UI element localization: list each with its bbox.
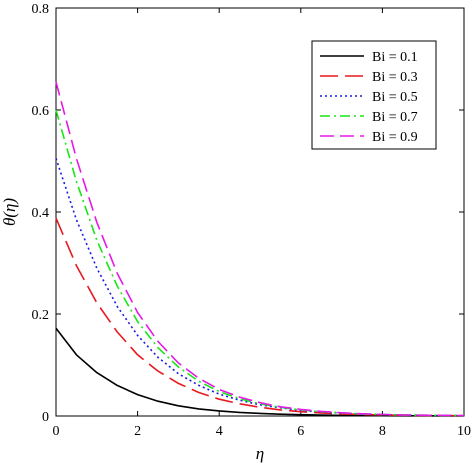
legend-label: Bi = 0.5 [372,90,418,105]
x-tick-label: 4 [216,424,223,439]
x-tick-label: 2 [134,424,141,439]
y-tick-label: 0.6 [32,104,50,119]
y-tick-label: 0 [42,410,49,425]
legend-label: Bi = 0.1 [372,50,418,65]
x-axis-label: η [256,444,264,463]
axis-ticks: 0 2 4 6 8 10 0 0.2 0.4 0.6 0.8 [32,2,472,439]
legend-label: Bi = 0.3 [372,70,418,85]
legend-box [311,40,437,150]
series-line-4 [55,81,465,417]
x-tick-label: 10 [457,424,471,439]
series-layer [55,81,465,417]
y-tick-label: 0.8 [32,2,50,17]
x-tick-label: 0 [53,424,60,439]
y-tick-label: 0.2 [32,308,50,323]
y-axis-label: θ(η) [0,198,19,226]
legend-items: Bi = 0.1 Bi = 0.3 Bi = 0.5 Bi = 0.7 Bi = 0.9 [320,50,418,145]
legend-label: Bi = 0.7 [372,110,418,125]
x-tick-label: 8 [379,424,386,439]
legend-label: Bi = 0.9 [372,130,418,145]
y-tick-label: 0.4 [32,206,50,221]
legend: Bi = 0.1 Bi = 0.3 Bi = 0.5 Bi = 0.7 Bi = 0.9 [311,40,437,150]
x-tick-label: 6 [297,424,304,439]
series-line-3 [55,109,465,417]
